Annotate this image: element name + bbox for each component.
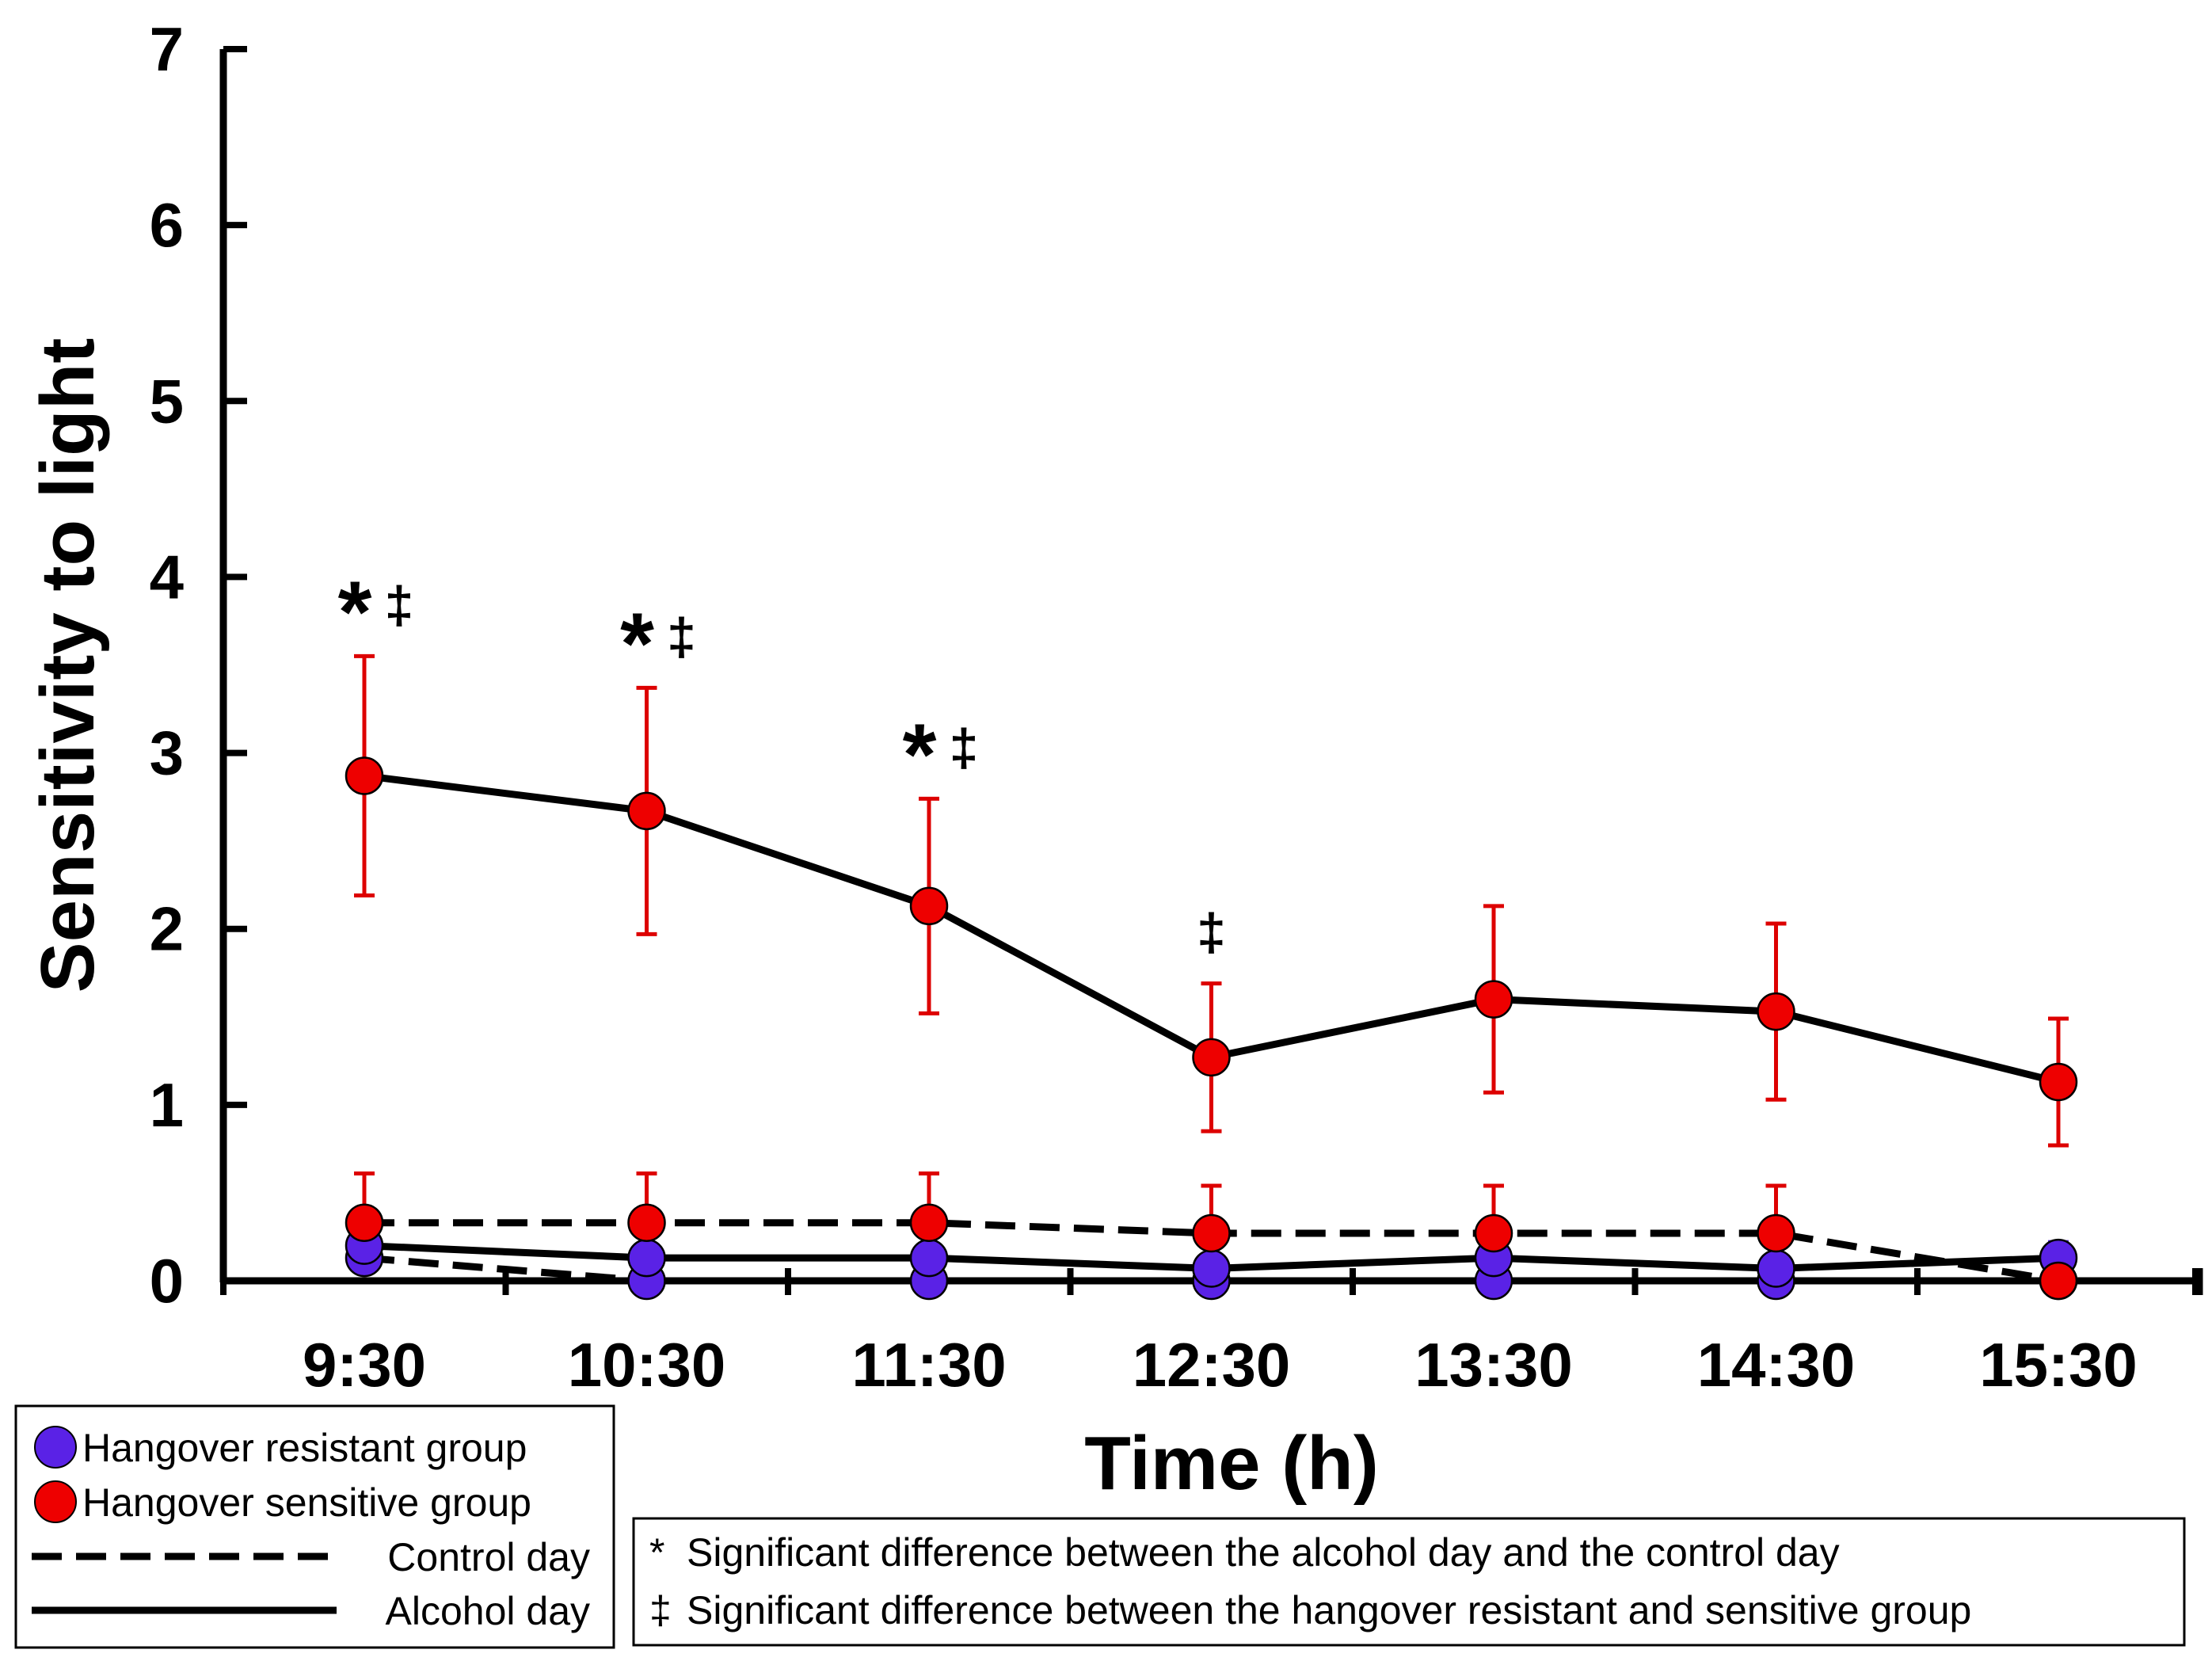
x-tick-label: 15:30 [1979, 1330, 2138, 1400]
x-tick-label: 10:30 [568, 1330, 726, 1400]
point-sensitive-control [1474, 1213, 1513, 1253]
x-axis-title: Time (h) [1084, 1421, 1379, 1506]
point-sensitive-alcohol [1192, 1038, 1231, 1077]
point-sensitive-control [2039, 1261, 2078, 1301]
point-sensitive-control [627, 1203, 666, 1242]
point-sensitive-alcohol [627, 791, 666, 831]
x-tick-label: 14:30 [1697, 1330, 1856, 1400]
x-tick-label: 9:30 [303, 1330, 426, 1400]
y-tick-label: 3 [150, 718, 184, 788]
legend-alcohol-label: Alcohol day [386, 1589, 591, 1633]
dagger-annotation: ‡ [1197, 903, 1226, 962]
y-tick-label: 6 [150, 190, 184, 260]
y-tick-label: 1 [150, 1070, 184, 1140]
dagger-annotation: ‡ [950, 718, 979, 776]
legend-sensitive-label: Hangover sensitive group [82, 1480, 531, 1525]
point-sensitive-control [1757, 1213, 1795, 1253]
point-sensitive-alcohol [909, 886, 949, 926]
point-resistant-alcohol [909, 1238, 949, 1278]
series-layer [345, 653, 2078, 1301]
significance-legend: * Significant difference between the alc… [632, 1517, 2186, 1647]
x-tick-label: 11:30 [851, 1330, 1006, 1400]
dagger-annotation: ‡ [667, 607, 696, 665]
star-annotation: * [903, 706, 937, 803]
y-tick-label: 4 [150, 542, 184, 611]
legend-control-label: Control day [387, 1535, 590, 1579]
point-sensitive-alcohol [345, 756, 384, 795]
y-tick-label: 0 [150, 1246, 184, 1316]
axes: 0 1 2 3 4 5 6 7 9:30 10:30 11:30 12:30 13:30 14:30 15:… [150, 14, 2203, 1400]
point-resistant-alcohol [627, 1238, 666, 1278]
y-tick-label: 7 [150, 14, 184, 84]
x-tick-label: 13:30 [1414, 1330, 1573, 1400]
dagger-annotation: ‡ [385, 575, 414, 634]
significance-legend-frame [632, 1517, 2186, 1647]
sig-star-symbol: * [649, 1530, 664, 1575]
y-axis-title: Sensitivity to light [25, 338, 110, 993]
point-sensitive-alcohol [1474, 980, 1513, 1019]
sig-dagger-symbol: ‡ [649, 1588, 672, 1632]
legend-sensitive-marker [34, 1480, 77, 1523]
point-sensitive-control [345, 1203, 384, 1242]
x-tick-label: 12:30 [1133, 1330, 1291, 1400]
point-sensitive-control [1192, 1213, 1231, 1253]
sig-dagger-text: Significant difference between the hango… [687, 1588, 1971, 1632]
annotations: * ‡ * ‡* ‡‡ [338, 563, 1226, 961]
sig-star-text: Significant difference between the alcoh… [687, 1530, 1840, 1575]
y-tick-label: 5 [150, 366, 184, 436]
legend-resistant-label: Hangover resistant group [82, 1426, 527, 1470]
point-resistant-alcohol [1192, 1249, 1231, 1288]
point-resistant-alcohol [1757, 1249, 1795, 1288]
point-sensitive-alcohol [1757, 992, 1795, 1031]
series-legend: Hangover resistant group Hangover sensit… [14, 1404, 615, 1649]
star-annotation: * [338, 563, 372, 661]
point-sensitive-control [909, 1203, 949, 1242]
point-sensitive-alcohol [2039, 1062, 2078, 1102]
star-annotation: * [620, 595, 654, 692]
y-tick-label: 2 [150, 894, 184, 964]
legend-resistant-marker [34, 1426, 77, 1469]
